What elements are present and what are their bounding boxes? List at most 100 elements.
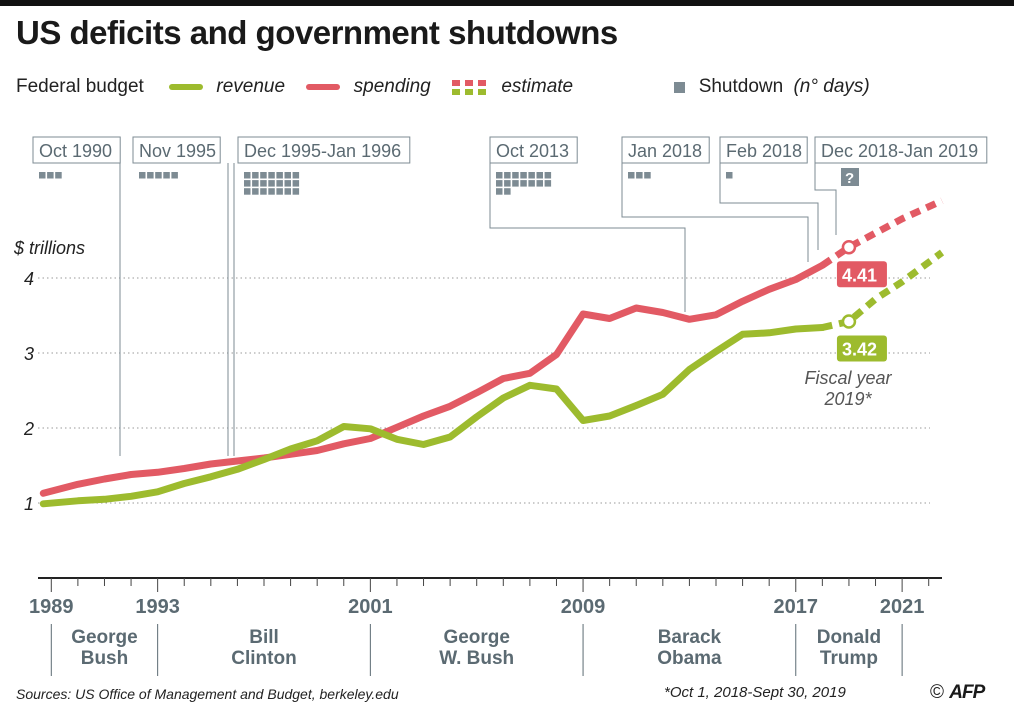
estimate-note-line2: 2019* — [823, 389, 872, 409]
shutdown-unknown-mark: ? — [845, 170, 854, 187]
shutdown-label: Dec 1995-Jan 1996 — [244, 141, 401, 161]
shutdown-day-square — [292, 180, 300, 187]
shutdown-day-square — [276, 180, 283, 187]
president-name-line1: George — [443, 627, 510, 648]
legend-revenue: revenue — [216, 76, 286, 97]
legend-shutdown-unit: (n° days) — [793, 76, 870, 97]
shutdown-label: Jan 2018 — [628, 141, 702, 161]
x-tick-label-2017: 2017 — [774, 596, 819, 618]
x-tick-label-2021: 2021 — [880, 596, 925, 618]
shutdown-day-square — [284, 188, 291, 195]
shutdown-day-square — [636, 172, 643, 179]
shutdown-annotation: Oct 2013 — [489, 136, 686, 312]
shutdown-day-square — [147, 172, 154, 179]
shutdown-day-square — [260, 180, 267, 187]
value-label-revenue: 3.42 — [842, 340, 877, 360]
shutdown-day-square — [504, 180, 511, 187]
shutdown-label: Oct 2013 — [496, 141, 569, 161]
shutdown-annotation: Jan 2018 — [621, 136, 809, 262]
shutdown-label: Dec 2018-Jan 2019 — [821, 141, 978, 161]
shutdown-day-square — [244, 188, 251, 195]
legend-spending: spending — [353, 76, 431, 97]
president-name-line1: George — [71, 627, 138, 648]
shutdown-day-square — [39, 172, 46, 179]
shutdown-label-box — [237, 136, 411, 164]
shutdown-day-square — [276, 172, 283, 179]
shutdown-label-box — [32, 136, 121, 164]
shutdown-day-square — [520, 180, 527, 187]
legend: Federal budget revenue spending estimate… — [16, 76, 870, 98]
shutdown-day-square — [544, 172, 552, 179]
shutdown-day-square — [284, 180, 291, 187]
president-name-line2: W. Bush — [439, 648, 514, 669]
series-line-revenue-estimate — [821, 249, 945, 331]
shutdown-unknown-box — [841, 168, 859, 186]
shutdown-day-square — [139, 172, 146, 179]
series-line-revenue — [39, 324, 826, 508]
legend-revenue-swatch — [169, 84, 204, 90]
afp-logo: AFP — [949, 682, 985, 703]
shutdown-day-square — [55, 172, 62, 179]
highlight-point-revenue — [841, 314, 857, 329]
shutdown-day-square — [520, 172, 527, 179]
shutdown-day-square — [496, 180, 503, 187]
shutdown-day-square — [628, 172, 635, 179]
copyright-symbol: © — [930, 682, 944, 703]
shutdown-day-square — [244, 180, 251, 187]
shutdown-label-box — [132, 136, 221, 164]
estimate-note-line1: Fiscal year — [804, 368, 892, 388]
series-line-spending-estimate — [820, 197, 944, 269]
value-label-spending: 4.41 — [842, 265, 877, 285]
shutdown-connector — [489, 163, 686, 312]
shutdown-day-square — [171, 172, 178, 179]
shutdown-day-square — [268, 172, 275, 179]
president-name-line1: Barack — [658, 627, 722, 648]
shutdown-day-square — [284, 172, 291, 179]
chart-title: US deficits and government shutdowns — [16, 14, 618, 51]
shutdown-annotation: Oct 1990 — [32, 136, 121, 456]
president-name-line2: Obama — [657, 648, 722, 669]
legend-shutdown-icon — [674, 81, 686, 93]
legend-spending-swatch — [306, 84, 341, 90]
shutdown-day-square — [268, 188, 275, 195]
shutdown-connector — [621, 163, 809, 262]
shutdown-label: Oct 1990 — [39, 141, 112, 161]
y-tick-label-1: 1 — [24, 494, 34, 514]
shutdown-label-box — [621, 136, 710, 164]
shutdown-day-square — [292, 172, 300, 179]
shutdown-label-box — [489, 136, 578, 164]
shutdown-day-square — [252, 180, 259, 187]
highlight-point-spending — [841, 240, 857, 255]
shutdown-label: Feb 2018 — [726, 141, 802, 161]
shutdown-day-square — [260, 172, 267, 179]
shutdown-day-square — [536, 180, 543, 187]
shutdown-annotation: Nov 1995 — [132, 136, 229, 456]
value-label-box-revenue — [836, 335, 887, 362]
legend-shutdown: Shutdown — [698, 76, 784, 97]
x-tick-label-1993: 1993 — [135, 596, 180, 618]
shutdown-day-square — [155, 172, 162, 179]
shutdown-day-square — [726, 172, 733, 179]
president-name-line1: Bill — [249, 627, 279, 648]
shutdown-connector — [814, 163, 837, 235]
shutdown-day-square — [47, 172, 54, 179]
legend-label: Federal budget — [16, 76, 144, 97]
y-tick-label-2: 2 — [23, 419, 34, 439]
shutdown-connector — [719, 163, 819, 250]
shutdown-annotation: Dec 1995-Jan 1996 — [233, 136, 411, 456]
legend-estimate-swatch — [452, 80, 488, 95]
shutdown-day-square — [528, 172, 535, 179]
shutdown-day-square — [504, 188, 511, 195]
shutdown-annotation: Dec 2018-Jan 2019? — [814, 136, 988, 235]
x-tick-label-1989: 1989 — [29, 596, 74, 618]
sources-note: Sources: US Office of Management and Bud… — [16, 686, 399, 702]
shutdown-label-box — [814, 136, 988, 164]
y-axis-label: $ trillions — [13, 238, 85, 258]
shutdown-day-square — [504, 172, 511, 179]
x-tick-label-2009: 2009 — [561, 596, 606, 618]
shutdown-label: Nov 1995 — [139, 141, 216, 161]
president-name-line2: Bush — [81, 648, 129, 669]
shutdown-day-square — [244, 172, 251, 179]
shutdown-label-box — [719, 136, 808, 164]
